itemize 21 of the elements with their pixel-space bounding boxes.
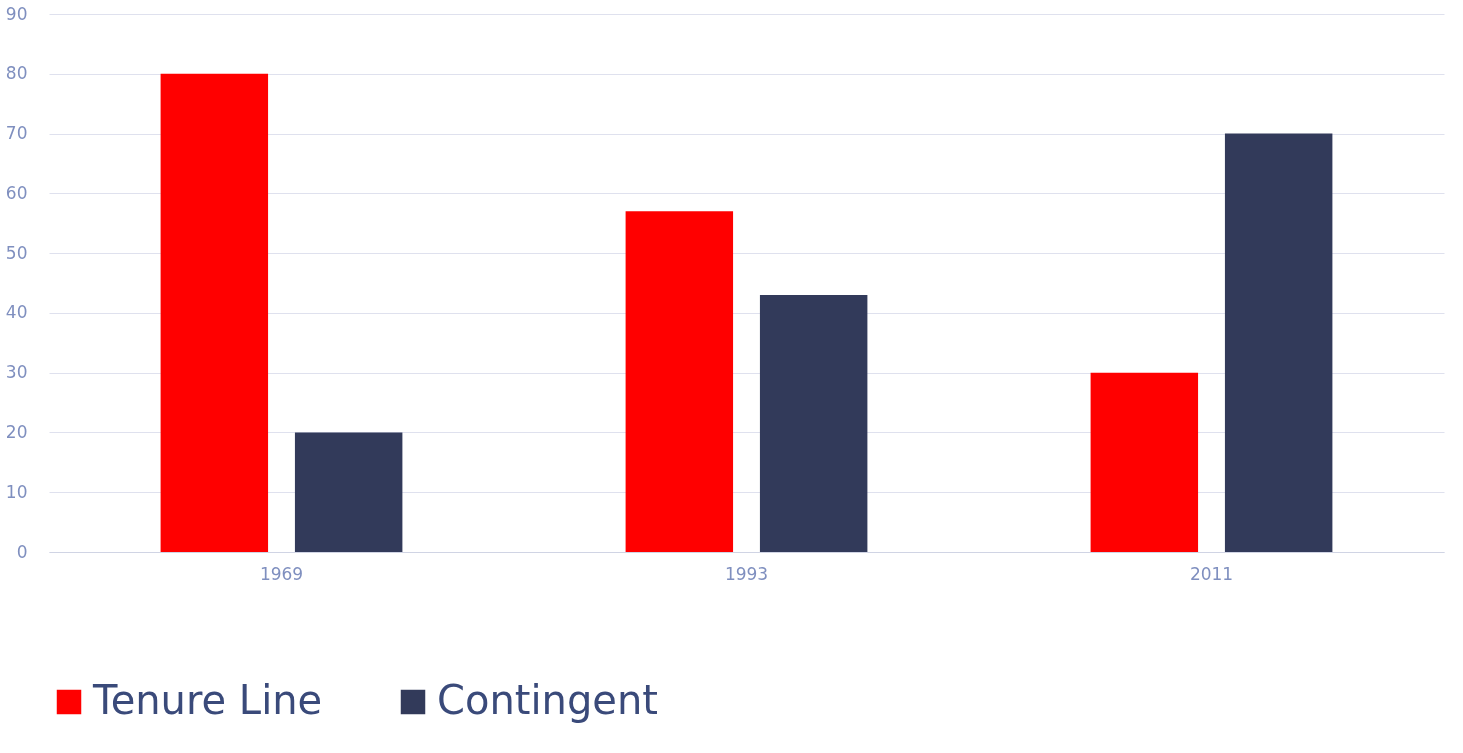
y-tick-label: 90 bbox=[5, 3, 28, 24]
bar bbox=[1224, 133, 1333, 552]
bar bbox=[759, 294, 868, 552]
legend-label: Contingent bbox=[437, 677, 658, 723]
bar bbox=[625, 211, 734, 552]
legend-label: Tenure Line bbox=[92, 677, 323, 723]
y-tick-label: 10 bbox=[5, 481, 28, 502]
x-tick-label: 2011 bbox=[1189, 563, 1234, 584]
y-tick-label: 60 bbox=[5, 182, 28, 203]
y-tick-label: 20 bbox=[5, 421, 28, 442]
bar bbox=[160, 73, 269, 552]
y-tick-label: 70 bbox=[5, 123, 28, 144]
y-tick-label: 50 bbox=[5, 242, 28, 263]
x-tick-label: 1969 bbox=[259, 563, 304, 584]
x-tick-label: 1993 bbox=[724, 563, 769, 584]
y-tick-label: 40 bbox=[5, 302, 28, 323]
y-tick-label: 30 bbox=[5, 362, 28, 383]
y-tick-label: 0 bbox=[16, 541, 28, 562]
y-tick-label: 80 bbox=[5, 63, 28, 84]
bar bbox=[1090, 372, 1199, 552]
bar bbox=[294, 432, 403, 552]
